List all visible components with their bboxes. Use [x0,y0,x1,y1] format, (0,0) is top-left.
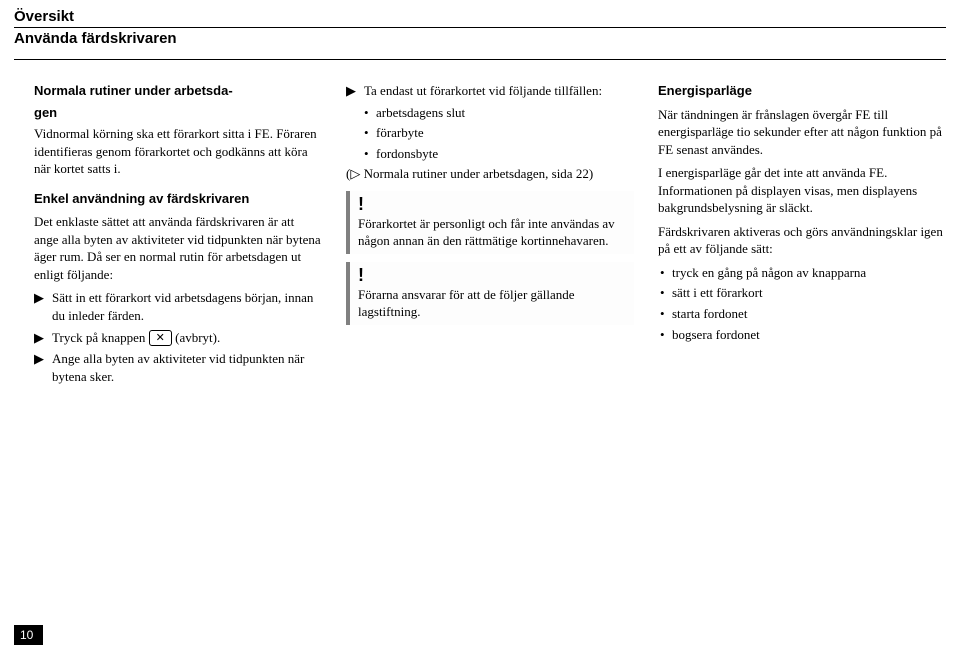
section-heading-energy: Energisparläge [658,82,946,100]
page-header: Översikt Använda färdskrivaren [0,0,960,60]
remove-card-lead: ▶ Ta endast ut förarkortet vid följande … [346,82,634,100]
reactivate-start-vehicle: starta fordonet [672,305,946,323]
step-text-suffix: (avbryt). [172,330,220,345]
note-text: Förarkortet är personligt och får inte a… [358,215,628,250]
header-title: Använda färdskrivaren [14,30,946,60]
column-1: Normala rutiner under arbetsda- gen Vidn… [34,82,322,389]
heading-line-1: Normala rutiner under arbetsda- [34,83,233,98]
reactivate-list: tryck en gång på någon av knapparna sätt… [658,264,946,343]
column-2: ▶ Ta endast ut förarkortet vid följande … [346,82,634,389]
cancel-key-icon: ✕ [149,330,172,346]
step-text: Tryck på knappen ✕ (avbryt). [52,329,322,347]
reactivate-insert-card: sätt i ett förarkort [672,284,946,302]
paragraph-energy-1: När tändningen är frånslagen övergår FE … [658,106,946,159]
lead-text: Ta endast ut förarkortet vid följande ti… [364,82,634,100]
reactivate-tow-vehicle: bogsera fordonet [672,326,946,344]
step-text: Sätt in ett förarkort vid arbetsdagens b… [52,289,322,324]
step-insert-card: ▶ Sätt in ett förarkort vid arbetsdagens… [34,289,322,324]
occasion-list: arbetsdagens slut förarbyte fordonsbyte [346,104,634,163]
warning-icon: ! [358,266,628,284]
triangle-icon: ▶ [34,329,46,347]
content-columns: Normala rutiner under arbetsda- gen Vidn… [0,60,960,389]
occasion-vehicle-change: fordonsbyte [376,145,634,163]
reactivate-press-button: tryck en gång på någon av knapparna [672,264,946,282]
column-3: Energisparläge När tändningen är frånsla… [658,82,946,389]
section-heading-usage: Enkel användning av färdskrivaren [34,190,322,208]
triangle-icon: ▶ [346,82,358,100]
note-text: Förarna ansvarar för att de följer gälla… [358,286,628,321]
note-personal-card: ! Förarkortet är personligt och får inte… [346,191,634,254]
occasion-driver-change: förarbyte [376,124,634,142]
heading-line-2: gen [34,105,57,120]
section-heading-routines: Normala rutiner under arbetsda- gen [34,82,322,121]
warning-icon: ! [358,195,628,213]
paragraph-usage: Det enklaste sättet att använda färdskri… [34,213,322,283]
paragraph-intro: Vidnormal körning ska ett förarkort sitt… [34,125,322,178]
paragraph-energy-2: I energisparläge går det inte att använd… [658,164,946,217]
step-enter-changes: ▶ Ange alla byten av aktiviteter vid tid… [34,350,322,385]
step-text-prefix: Tryck på knappen [52,330,149,345]
header-overline: Översikt [14,8,946,28]
note-legislation: ! Förarna ansvarar för att de följer gäl… [346,262,634,325]
page-number: 10 [14,625,43,645]
step-press-cancel: ▶ Tryck på knappen ✕ (avbryt). [34,329,322,347]
paragraph-energy-3: Färdskrivaren aktiveras och görs användn… [658,223,946,258]
triangle-icon: ▶ [34,350,46,385]
step-text: Ange alla byten av aktiviteter vid tidpu… [52,350,322,385]
triangle-icon: ▶ [34,289,46,324]
occasion-end-of-day: arbetsdagens slut [376,104,634,122]
cross-reference: (▷ Normala rutiner under arbetsdagen, si… [346,165,634,183]
